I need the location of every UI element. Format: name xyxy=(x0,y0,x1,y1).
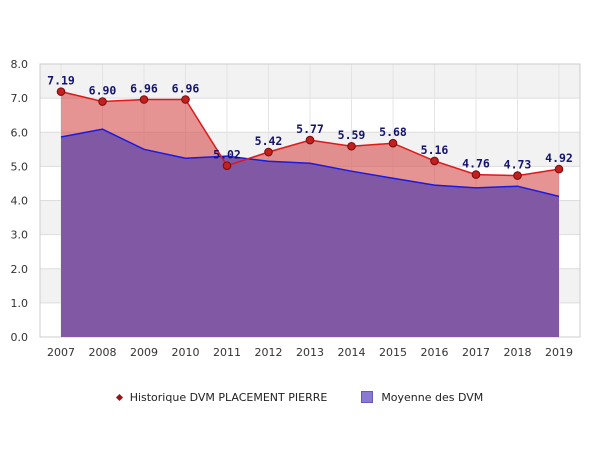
data-label-2009: 6.96 xyxy=(130,81,158,95)
data-label-2018: 4.73 xyxy=(504,158,532,172)
data-label-2012: 5.42 xyxy=(255,134,283,148)
data-label-2019: 4.92 xyxy=(545,151,573,165)
point-historique-2017[interactable] xyxy=(471,170,481,179)
data-label-2015: 5.68 xyxy=(379,125,407,139)
data-label-2016: 5.16 xyxy=(421,143,449,157)
point-historique-2019[interactable] xyxy=(554,164,564,174)
point-historique-2008[interactable] xyxy=(98,97,107,106)
dvm-chart: 7.19 6.90 6.96 6.96 5.02 5.42 5.77 5.59 5.68 5.16… xyxy=(11,58,581,359)
data-label-2010: 6.96 xyxy=(172,81,200,95)
x-tick-label-2013: 2013 xyxy=(296,346,324,359)
point-historique-2012[interactable] xyxy=(264,147,273,157)
data-label-2013: 5.77 xyxy=(296,122,324,136)
x-tick-label-2019: 2019 xyxy=(545,346,573,359)
diamond-marker-icon xyxy=(115,393,123,401)
y-tick-label: 3.0 xyxy=(11,229,29,242)
x-tick-label-2014: 2014 xyxy=(338,346,366,359)
y-tick-label: 7.0 xyxy=(11,92,29,105)
x-tick-label-2012: 2012 xyxy=(255,346,283,359)
data-label-2014: 5.59 xyxy=(338,128,366,142)
y-tick-label: 4.0 xyxy=(11,195,29,208)
legend: Historique DVM PLACEMENT PIERRE Moyenne … xyxy=(0,388,600,406)
data-label-2008: 6.90 xyxy=(89,84,117,98)
x-tick-label-2017: 2017 xyxy=(462,346,490,359)
point-historique-2018[interactable] xyxy=(513,171,522,180)
data-label-2017: 4.76 xyxy=(462,157,490,171)
x-tick-label-2010: 2010 xyxy=(172,346,200,359)
data-label-2011: 5.02 xyxy=(213,148,241,162)
x-tick-label-2011: 2011 xyxy=(213,346,241,359)
point-historique-2009[interactable] xyxy=(139,95,149,104)
x-tick-label-2009: 2009 xyxy=(130,346,158,359)
line-moyenne xyxy=(60,128,560,198)
point-historique-2011[interactable] xyxy=(222,161,232,170)
x-tick-label-2008: 2008 xyxy=(89,346,117,359)
point-historique-2015[interactable] xyxy=(388,138,398,148)
point-historique-2010[interactable] xyxy=(181,95,190,104)
square-swatch-icon xyxy=(361,391,374,403)
legend-label-historique: Historique DVM PLACEMENT PIERRE xyxy=(129,390,328,404)
x-tick-label-2018: 2018 xyxy=(504,346,532,359)
legend-item-historique[interactable]: Historique DVM PLACEMENT PIERRE xyxy=(115,390,328,404)
y-tick-label: 1.0 xyxy=(11,297,29,310)
y-tick-label: 0.0 xyxy=(11,331,29,344)
x-tick-label-2015: 2015 xyxy=(379,346,407,359)
point-historique-2007[interactable] xyxy=(56,87,66,96)
legend-item-moyenne[interactable]: Moyenne des DVM xyxy=(361,391,483,404)
y-tick-label: 5.0 xyxy=(11,160,29,173)
point-historique-2016[interactable] xyxy=(430,156,439,166)
x-tick-label-2007: 2007 xyxy=(47,346,75,359)
x-tick-label-2016: 2016 xyxy=(421,346,449,359)
data-label-2007: 7.19 xyxy=(47,74,75,88)
y-tick-label: 6.0 xyxy=(11,126,29,139)
point-historique-2014[interactable] xyxy=(347,141,356,151)
area-moyenne xyxy=(61,129,559,337)
y-tick-label: 8.0 xyxy=(11,58,29,71)
legend-label-moyenne: Moyenne des DVM xyxy=(381,390,484,404)
point-historique-2013[interactable] xyxy=(305,135,315,145)
y-tick-label: 2.0 xyxy=(11,263,29,276)
